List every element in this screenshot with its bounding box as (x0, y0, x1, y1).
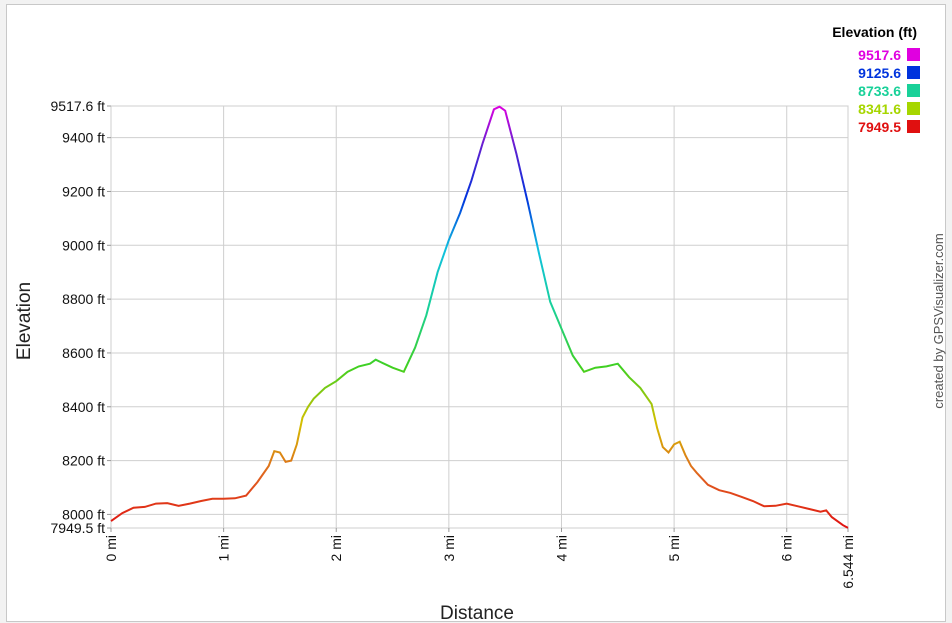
legend-swatch (907, 84, 920, 97)
legend-value: 9125.6 (858, 65, 901, 81)
x-tick-label: 3 mi (441, 535, 457, 561)
chart-frame: 7949.5 ft 8000 ft 8200 ft 8400 ft 8600 ft 880… (6, 4, 946, 623)
legend-value: 8733.6 (858, 83, 901, 99)
y-tick-label: 9200 ft (62, 183, 105, 199)
x-tick-label: 6 mi (779, 535, 795, 561)
legend-swatch (907, 102, 920, 115)
legend-value: 9517.6 (858, 47, 901, 63)
y-tick-label: 8400 ft (62, 399, 105, 415)
y-tick-label: 8800 ft (62, 291, 105, 307)
y-tick-label: 7949.5 ft (51, 520, 106, 536)
credit-text: created by GPSVisualizer.com (931, 233, 946, 408)
y-tick-label: 8600 ft (62, 345, 105, 361)
y-tick-label: 8000 ft (62, 506, 105, 522)
legend-swatch (907, 120, 920, 133)
legend-swatch (907, 48, 920, 61)
x-tick-label: 2 mi (328, 535, 344, 561)
y-tick-label: 9517.6 ft (51, 98, 106, 114)
plot-area-border (110, 105, 849, 529)
legend: Elevation (ft) 9517.6 9125.6 8733.6 8341.6 7… (832, 24, 920, 135)
y-tick-label: 8200 ft (62, 453, 105, 469)
x-axis-label: Distance (440, 603, 514, 623)
x-tick-label: 6.544 mi (840, 535, 856, 589)
x-tick-label: 4 mi (553, 535, 569, 561)
x-tick-label: 0 mi (103, 535, 119, 561)
elevation-series-line (110, 105, 849, 529)
x-tick-label: 1 mi (216, 535, 232, 561)
y-axis-label: Elevation (14, 282, 35, 360)
y-tick-label: 9400 ft (62, 130, 105, 146)
legend-title: Elevation (ft) (832, 24, 917, 40)
y-tick-label: 9000 ft (62, 237, 105, 253)
legend-value: 7949.5 (858, 119, 901, 135)
x-tick-label: 5 mi (666, 535, 682, 561)
legend-swatch (907, 66, 920, 79)
legend-value: 8341.6 (858, 101, 901, 117)
